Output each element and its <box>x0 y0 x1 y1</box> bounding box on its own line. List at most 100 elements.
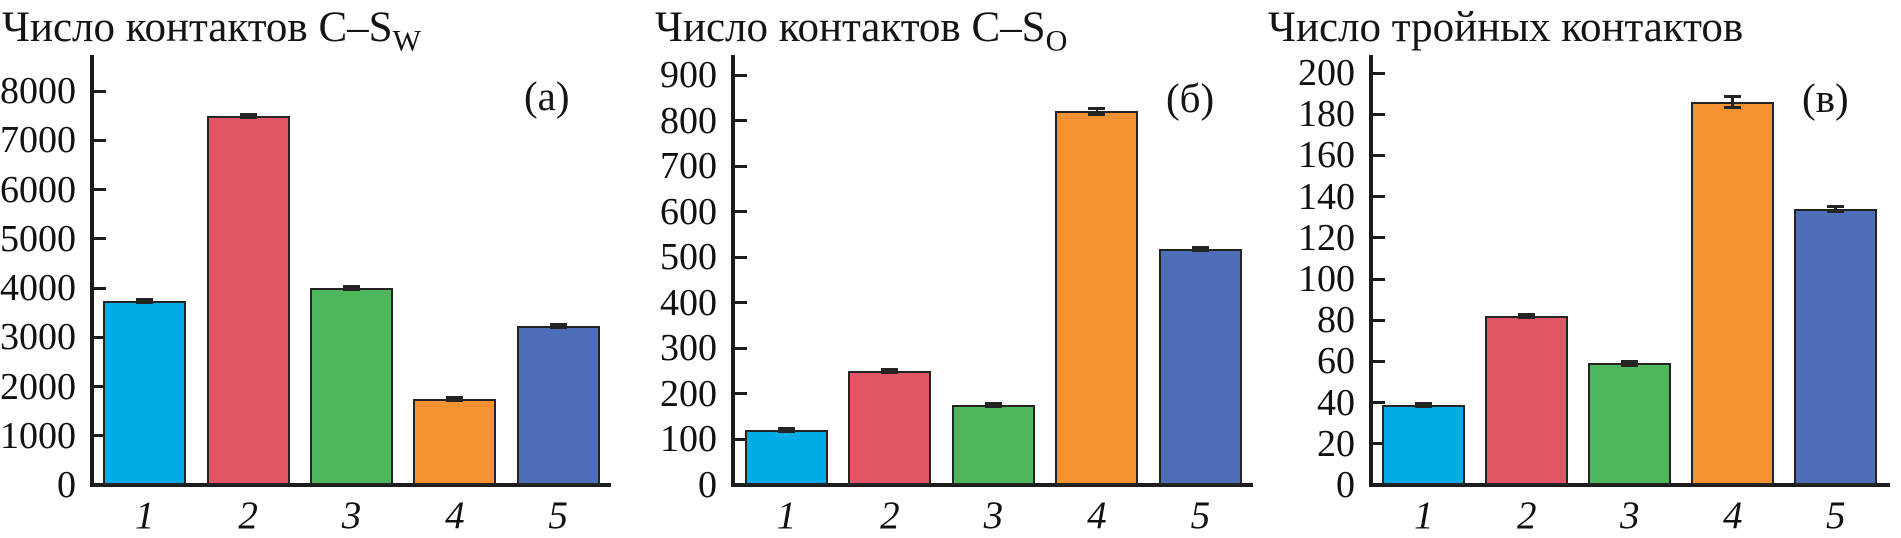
bar-category-4 <box>1691 101 1775 485</box>
chart-title-a: Число контактов C–SW <box>2 4 421 56</box>
y-tick-label: 200 <box>660 372 717 415</box>
y-tick <box>1372 112 1385 116</box>
x-axis-line-c <box>1369 483 1890 487</box>
plot-area-a: 0 1000 2000 3000 4000 5000 6000 7000 8000 1 2 3 4 5 <box>0 55 611 537</box>
error-bar <box>881 368 899 375</box>
y-tick <box>1372 195 1385 199</box>
error-bar <box>136 298 154 305</box>
y-tick <box>734 483 747 487</box>
y-tick <box>93 434 106 438</box>
bar-category-4 <box>1055 111 1139 485</box>
bar-category-1 <box>744 430 828 485</box>
plot-area-b: 0 100 200 300 400 500 600 700 800 900 1 2 3 4 5 <box>660 55 1253 537</box>
y-tick <box>93 188 106 191</box>
chart-title-b-text: Число контактов C–S <box>655 4 1046 51</box>
y-tick-label: 300 <box>660 327 717 370</box>
y-tick-label: 900 <box>660 54 717 96</box>
bar-category-1 <box>1382 404 1466 485</box>
bar-category-2 <box>1485 316 1569 485</box>
y-tick <box>93 89 106 93</box>
error-bar <box>1827 204 1845 214</box>
chart-title-b: Число контактов C–SO <box>655 4 1067 56</box>
bar-category-4 <box>413 399 497 485</box>
y-tick <box>93 138 106 142</box>
panel-letter-c: (в) <box>1802 75 1849 121</box>
y-tick <box>734 346 747 350</box>
y-tick-label: 100 <box>1298 258 1355 300</box>
x-tick-label: 4 <box>445 494 465 537</box>
error-bar <box>1415 401 1433 408</box>
x-tick-label: 3 <box>341 494 362 537</box>
y-tick-label: 5000 <box>0 217 76 260</box>
error-bar <box>549 322 567 329</box>
y-tick-label: 800 <box>660 99 717 142</box>
y-tick-label: 400 <box>660 281 717 324</box>
y-tick <box>734 255 747 259</box>
y-tick <box>1372 71 1385 75</box>
plot-area-c: 0 20 40 60 80 100 120 140 160 180 200 1 2 3 4 5 <box>1298 53 1890 537</box>
y-tick-label: 700 <box>660 145 717 188</box>
y-tick-label: 180 <box>1298 93 1355 136</box>
error-bar <box>984 402 1002 409</box>
y-tick <box>1372 318 1385 322</box>
panel-letter-a: (а) <box>524 73 570 119</box>
bar-category-2 <box>848 371 932 485</box>
bar-category-3 <box>1588 363 1672 485</box>
x-tick-label: 2 <box>238 494 258 537</box>
x-tick-label: 2 <box>880 494 900 537</box>
y-tick-label: 4000 <box>0 267 76 309</box>
y-tick <box>734 210 747 214</box>
y-tick-label: 80 <box>1317 299 1355 342</box>
chart-title-c: Число тройных контактов <box>1268 5 1743 50</box>
x-tick-label: 2 <box>1517 494 1537 537</box>
bar-category-3 <box>951 405 1035 485</box>
y-tick-label: 60 <box>1317 340 1355 383</box>
y-tick-label: 2000 <box>0 365 76 408</box>
y-tick <box>93 483 106 487</box>
error-bar <box>777 427 795 434</box>
y-tick <box>93 237 106 241</box>
y-tick-label: 100 <box>660 418 717 461</box>
error-bar <box>1621 360 1639 367</box>
error-bar <box>342 285 360 291</box>
bar-category-1 <box>103 301 187 485</box>
x-tick-label: 5 <box>1190 494 1211 537</box>
y-tick <box>93 335 106 339</box>
error-bar <box>1191 246 1209 253</box>
y-tick <box>734 73 747 77</box>
y-tick <box>1372 442 1385 446</box>
y-tick-label: 140 <box>1298 175 1355 218</box>
y-tick <box>1372 277 1385 281</box>
x-tick-label: 1 <box>135 494 155 537</box>
y-tick-label: 40 <box>1317 381 1355 424</box>
y-tick <box>1372 401 1385 405</box>
y-tick-label: 7000 <box>0 119 76 162</box>
y-tick <box>734 392 747 396</box>
y-tick <box>1372 483 1385 487</box>
y-tick <box>93 286 106 290</box>
y-tick-label: 200 <box>1298 52 1355 94</box>
error-bar <box>1724 94 1742 110</box>
y-axis-line-c <box>1369 55 1373 487</box>
y-tick-label: 160 <box>1298 134 1355 177</box>
x-tick-label: 5 <box>1825 494 1846 537</box>
error-bar <box>239 113 257 120</box>
x-tick-label: 4 <box>1087 494 1107 537</box>
x-axis-line-a <box>90 483 611 487</box>
bar-category-3 <box>309 288 393 485</box>
chart-title-a-text: Число контактов C–S <box>2 4 393 51</box>
y-tick <box>1372 236 1385 240</box>
bar-category-2 <box>206 116 290 485</box>
y-tick-label: 0 <box>698 464 717 506</box>
panel-letter-b: (б) <box>1166 75 1215 121</box>
y-tick <box>1372 359 1385 363</box>
y-tick <box>734 119 747 123</box>
x-tick-label: 4 <box>1722 494 1743 537</box>
y-tick-label: 6000 <box>0 168 76 211</box>
bar-category-5 <box>1794 208 1878 485</box>
chart-title-c-text: Число тройных контактов <box>1268 4 1744 51</box>
y-tick <box>734 301 747 305</box>
y-tick <box>734 437 747 441</box>
bar-category-5 <box>1158 249 1242 485</box>
